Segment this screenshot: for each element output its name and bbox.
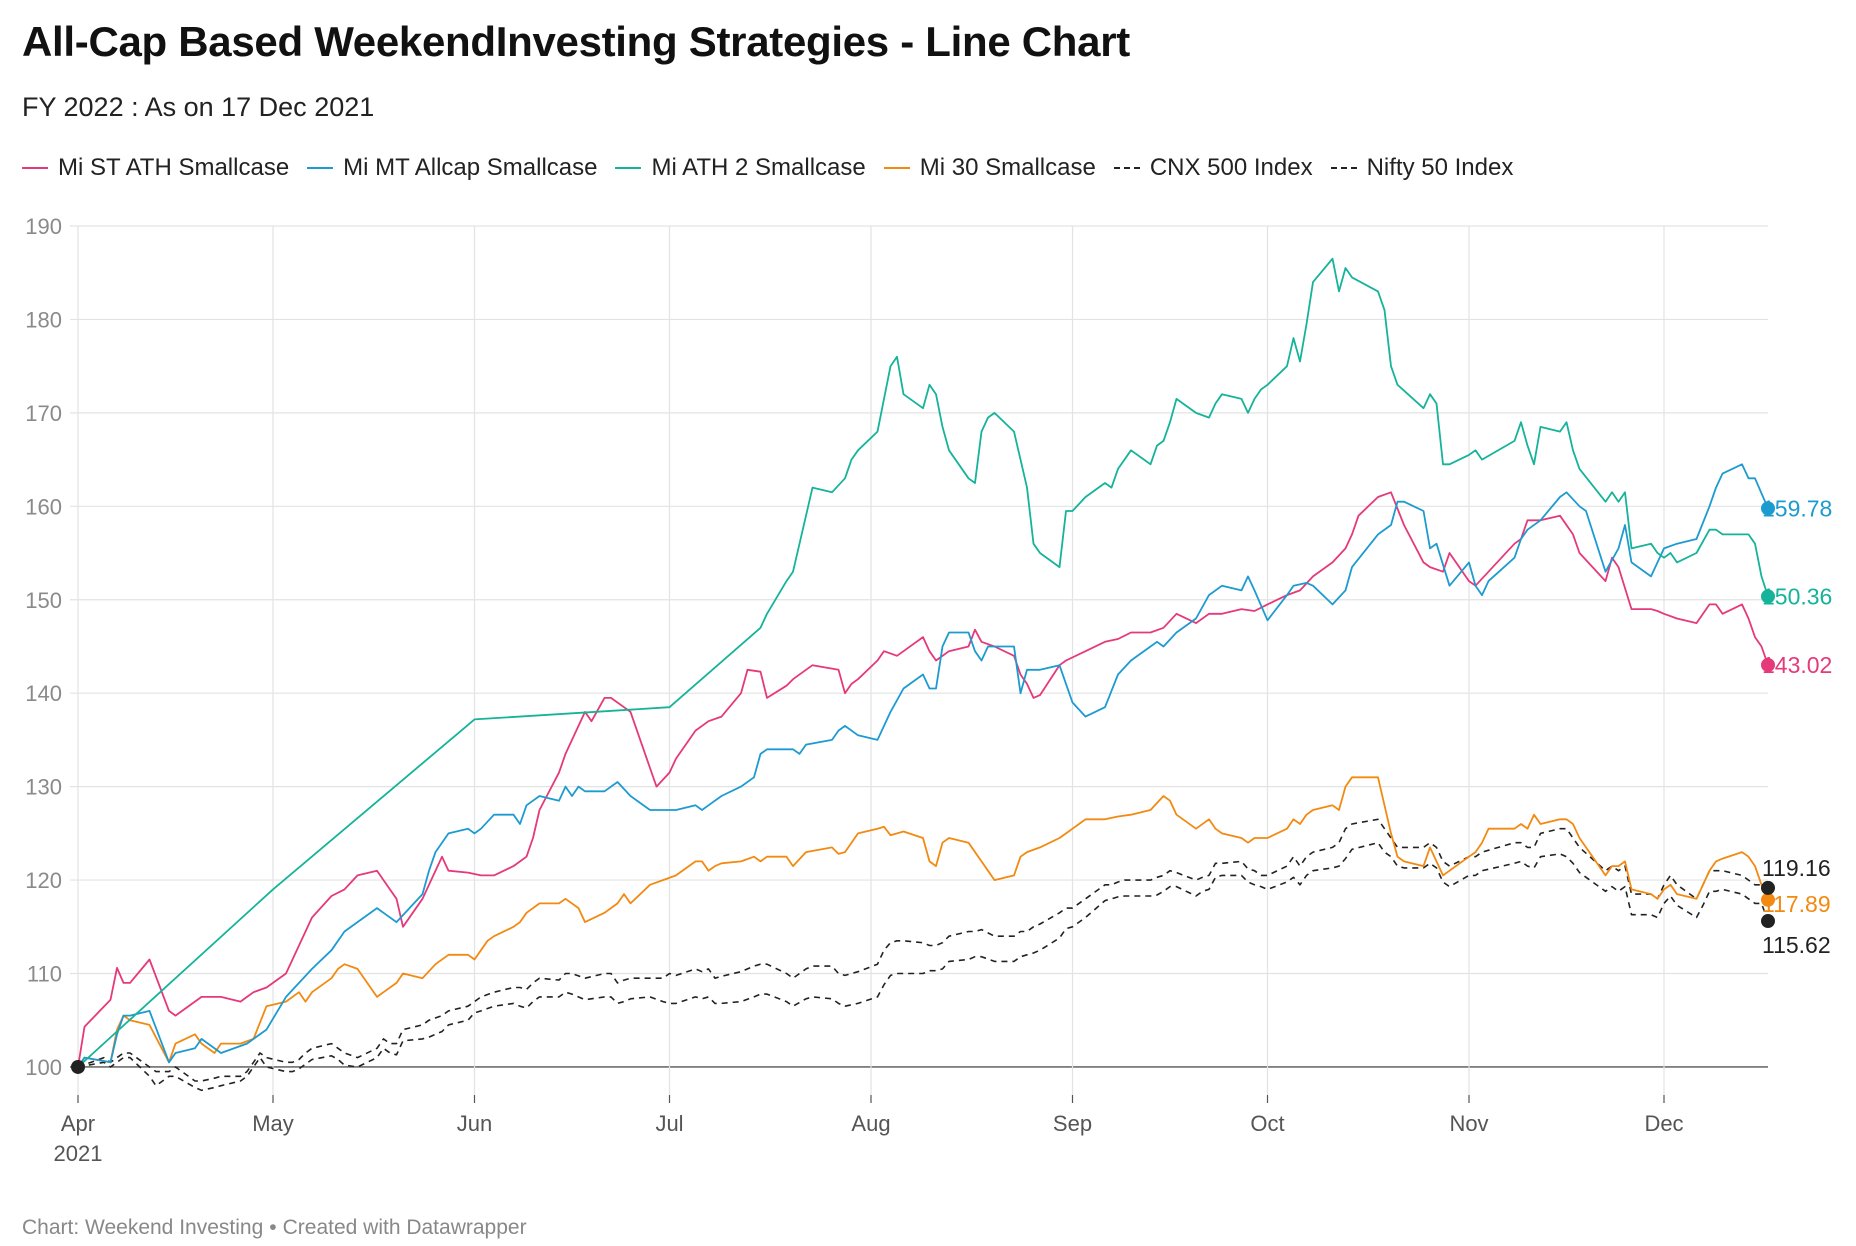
x-tick-label: Aug <box>851 1111 890 1136</box>
y-tick-label: 180 <box>25 307 62 332</box>
end-value-label: 119.16 <box>1762 855 1831 881</box>
end-marker <box>1761 892 1775 907</box>
legend-item: Mi MT Allcap Smallcase <box>307 154 597 182</box>
x-tick-label: Jun <box>457 1111 492 1136</box>
legend-swatch <box>615 167 642 169</box>
end-value-label: 115.62 <box>1762 932 1831 958</box>
x-tick-label: Nov <box>1449 1111 1488 1136</box>
end-value-label: 150.36 <box>1762 583 1832 609</box>
legend-item: CNX 500 Index <box>1113 154 1313 182</box>
legend-label: Nifty 50 Index <box>1366 154 1514 181</box>
series-line <box>77 841 1769 1092</box>
x-tick-label: Jul <box>655 1111 683 1136</box>
x-tick-label: Apr <box>61 1111 95 1136</box>
start-marker <box>71 1059 85 1074</box>
legend-label: Mi ST ATH Smallcase <box>58 154 290 181</box>
y-tick-label: 120 <box>25 868 62 893</box>
x-tick-label: Dec <box>1644 1111 1683 1136</box>
series-line <box>77 257 1769 1068</box>
end-value-label: 117.89 <box>1762 891 1831 917</box>
axis-labels: 100 110 120 130 140 150 160 170 180 190 Apr 2021 May… <box>25 214 1683 1166</box>
legend: Mi ST ATH Smallcase Mi MT Allcap Smallcas… <box>22 154 1531 182</box>
y-tick-label: 190 <box>25 214 62 239</box>
chart-subtitle: FY 2022 : As on 17 Dec 2021 <box>22 92 375 122</box>
footer-created: Created with Datawrapper <box>282 1216 527 1239</box>
series-line <box>77 818 1769 1082</box>
y-tick-label: 130 <box>25 775 62 800</box>
series-line <box>77 463 1769 1068</box>
end-value-label: 159.78 <box>1762 495 1832 521</box>
legend-swatch <box>1330 167 1357 169</box>
legend-item: Mi ATH 2 Smallcase <box>615 154 866 182</box>
end-marker <box>1761 914 1775 929</box>
footer-separator: • <box>269 1216 277 1239</box>
legend-swatch <box>883 167 910 169</box>
y-tick-label: 160 <box>25 494 62 519</box>
legend-swatch <box>307 167 334 169</box>
legend-label: CNX 500 Index <box>1149 154 1313 181</box>
legend-item: Mi 30 Smallcase <box>883 154 1096 182</box>
series-lines <box>77 257 1769 1092</box>
end-marker <box>1761 501 1775 516</box>
end-value-label: 143.02 <box>1762 652 1832 678</box>
gridlines <box>70 225 1768 1103</box>
x-tick-label: May <box>252 1111 294 1136</box>
y-tick-label: 170 <box>25 401 62 426</box>
end-marker <box>1761 880 1775 895</box>
end-marker <box>1761 589 1775 604</box>
x-tick-label: Sep <box>1053 1111 1092 1136</box>
legend-swatch <box>22 167 48 169</box>
y-tick-label: 150 <box>25 588 62 613</box>
legend-label: Mi ATH 2 Smallcase <box>651 154 866 181</box>
y-tick-label: 110 <box>27 962 62 987</box>
legend-label: Mi 30 Smallcase <box>919 154 1096 181</box>
footer-source: Chart: Weekend Investing <box>22 1216 264 1239</box>
legend-swatch <box>1113 167 1140 169</box>
series-line <box>77 491 1769 1068</box>
chart-title: All-Cap Based WeekendInvesting Strategie… <box>22 18 1130 65</box>
chart-footer: Chart: Weekend Investing • Created with Da… <box>22 1216 527 1240</box>
legend-item: Nifty 50 Index <box>1330 154 1514 182</box>
end-markers: 143.02 159.78 150.36 117.89 119.16 115.62 <box>71 495 1832 1074</box>
legend-label: Mi MT Allcap Smallcase <box>343 154 598 181</box>
y-tick-label: 100 <box>25 1055 62 1080</box>
legend-item: Mi ST ATH Smallcase <box>22 154 289 182</box>
end-marker <box>1761 657 1775 672</box>
x-tick-sublabel: 2021 <box>54 1141 103 1166</box>
y-tick-label: 140 <box>25 681 62 706</box>
x-tick-label: Oct <box>1250 1111 1284 1136</box>
series-line <box>77 776 1769 1068</box>
